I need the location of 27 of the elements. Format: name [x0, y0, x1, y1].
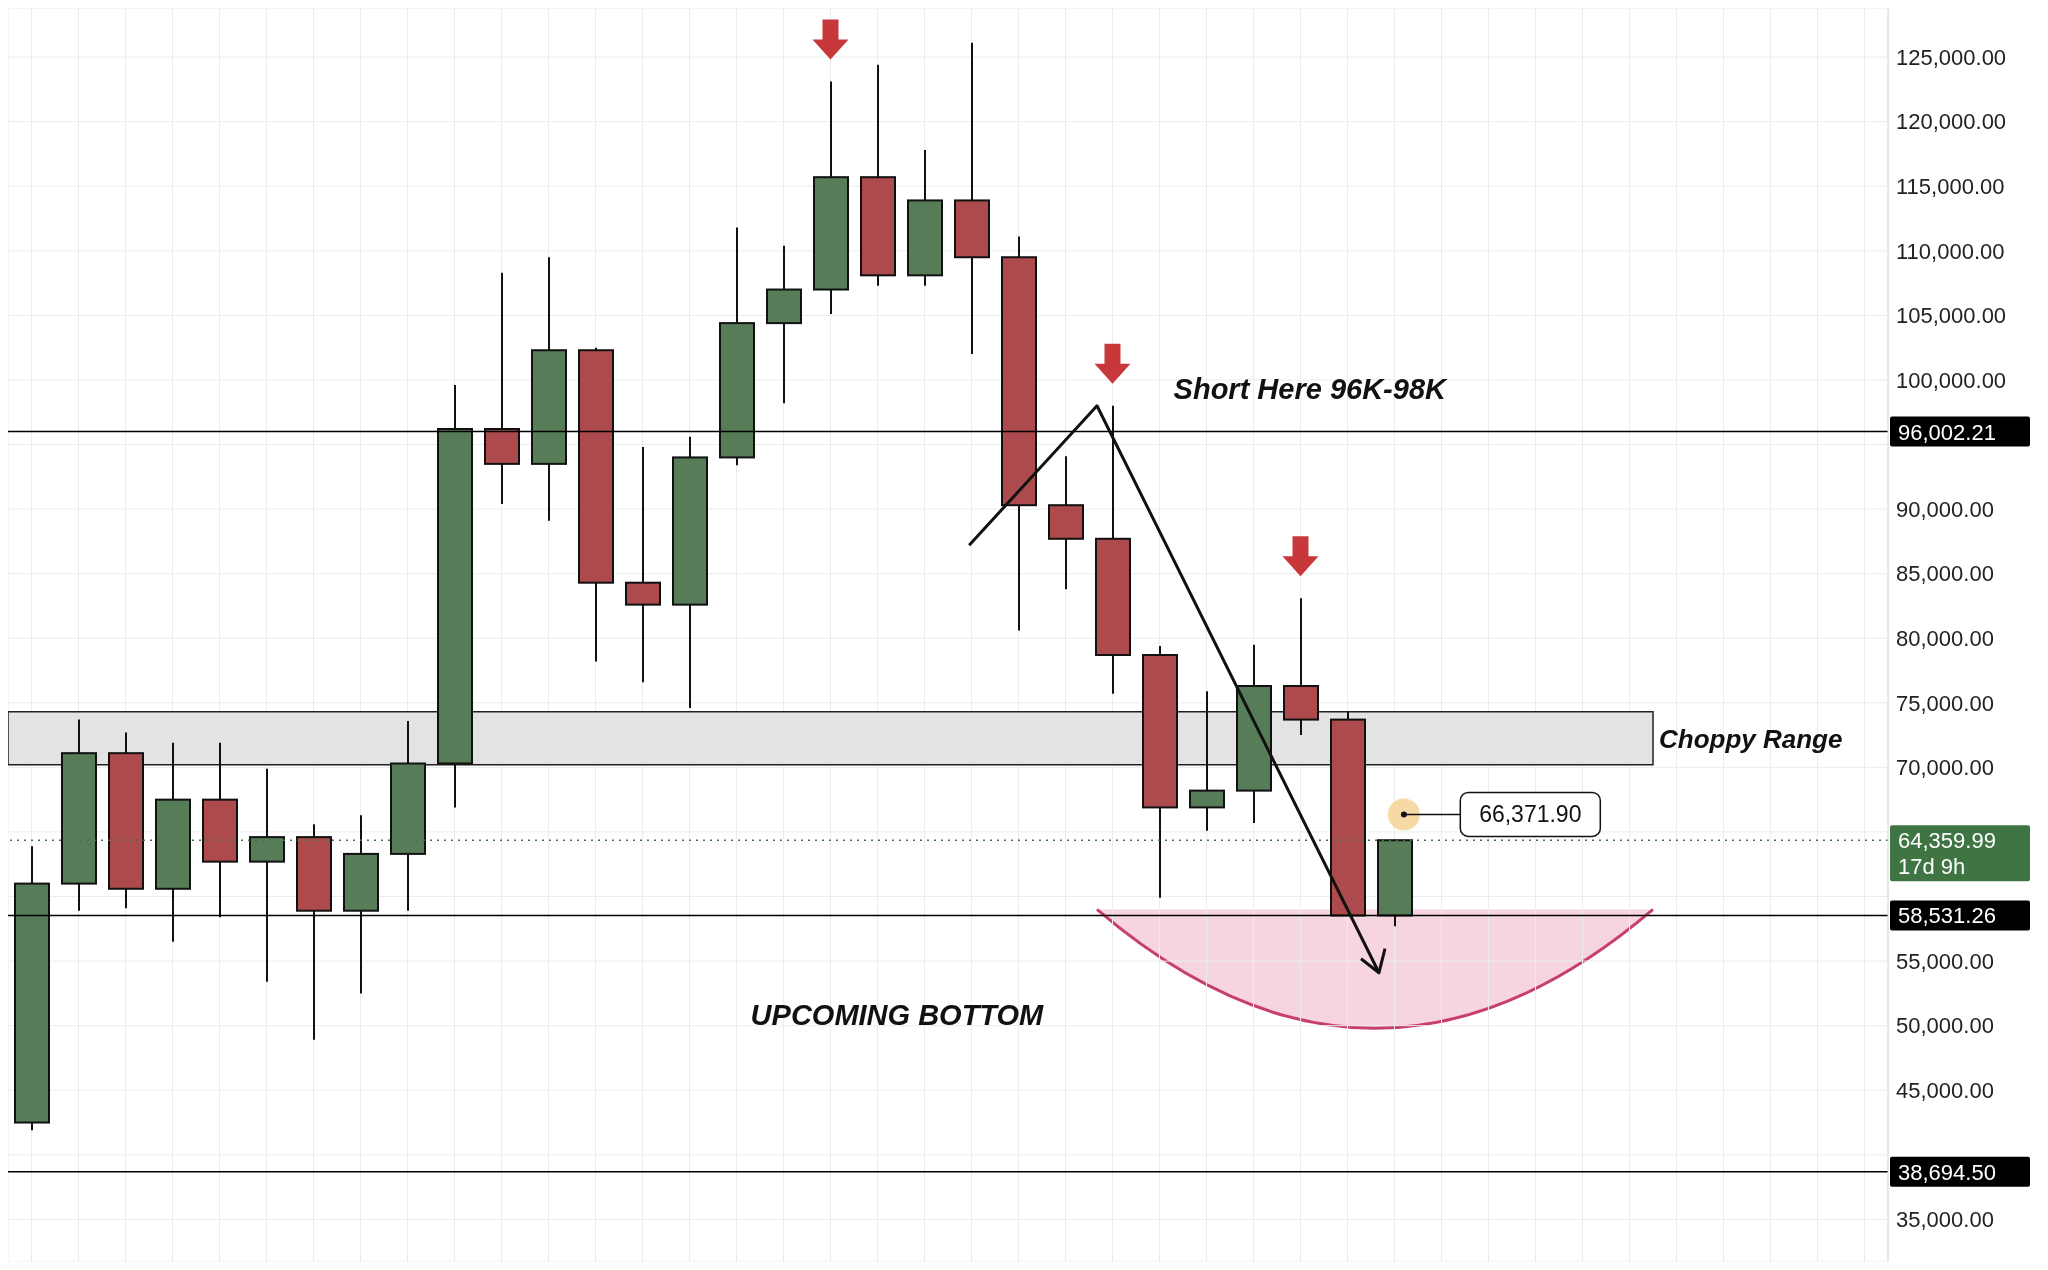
ref-line-label: 96,002.21: [1898, 419, 1996, 445]
y-tick-label: 115,000.00: [1896, 174, 2005, 200]
y-tick-label: 125,000.00: [1896, 44, 2007, 70]
band-label: Choppy Range: [1659, 723, 1843, 754]
y-tick-label: 120,000.00: [1896, 109, 2007, 135]
text: 17d 9h: [1898, 854, 1966, 880]
y-tick-label: 55,000.00: [1896, 948, 1994, 974]
y-tick-label: 75,000.00: [1896, 690, 1994, 716]
y-tick-label: 105,000.00: [1896, 303, 2007, 329]
ref-line-label: 64,359.99: [1898, 828, 1996, 854]
y-tick-label: 85,000.00: [1896, 561, 1994, 587]
y-tick-label: 110,000.00: [1896, 238, 2005, 264]
candlestick: [249, 767, 285, 983]
y-tick-label: 50,000.00: [1896, 1013, 1994, 1039]
ref-line-label: 38,694.50: [1898, 1159, 1996, 1185]
annotation: Short Here 96K-98K: [1173, 372, 1449, 405]
y-tick-label: 90,000.00: [1896, 496, 1994, 522]
y-tick-label: 35,000.00: [1896, 1207, 1994, 1233]
candlestick: [625, 446, 661, 684]
annotation: 66,371.90: [1479, 801, 1582, 828]
y-tick-label: 45,000.00: [1896, 1078, 1994, 1104]
ref-line-label: 58,531.26: [1898, 903, 1996, 929]
y-tick-label: 100,000.00: [1896, 367, 2007, 393]
annotation: UPCOMING BOTTOM: [750, 999, 1045, 1032]
y-tick-label: 70,000.00: [1896, 755, 1994, 781]
candlestick: [1189, 690, 1225, 832]
y-tick-label: 80,000.00: [1896, 626, 1994, 652]
